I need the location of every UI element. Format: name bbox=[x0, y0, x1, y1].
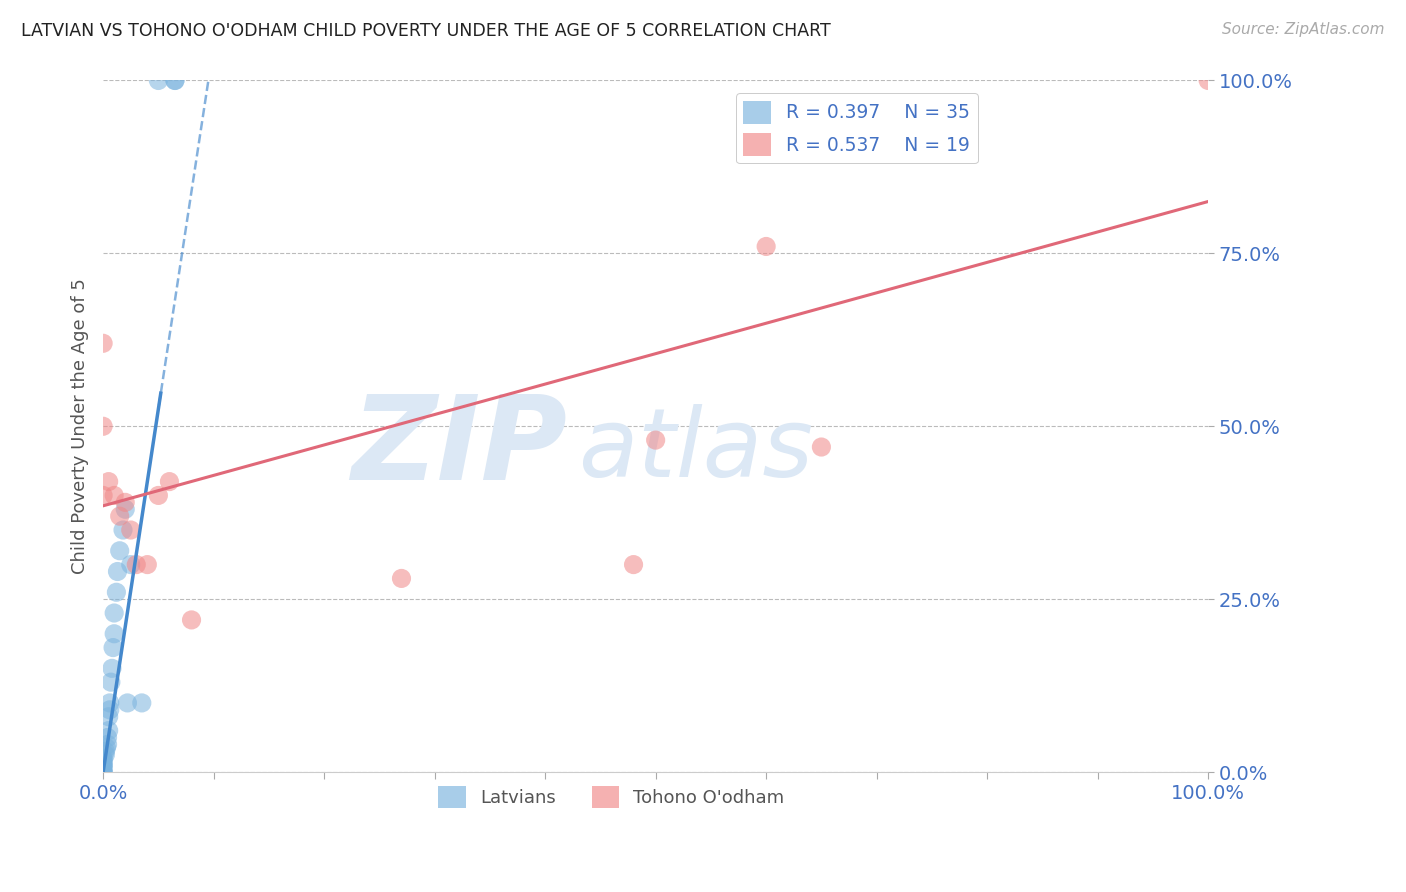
Point bbox=[91, 753, 114, 767]
Point bbox=[111, 523, 134, 537]
Point bbox=[98, 703, 121, 717]
Point bbox=[125, 558, 148, 572]
Point bbox=[120, 523, 142, 537]
Point bbox=[644, 433, 666, 447]
Point bbox=[117, 696, 139, 710]
Point bbox=[97, 723, 120, 738]
Point bbox=[105, 585, 128, 599]
Point bbox=[108, 543, 131, 558]
Point bbox=[98, 696, 121, 710]
Text: LATVIAN VS TOHONO O'ODHAM CHILD POVERTY UNDER THE AGE OF 5 CORRELATION CHART: LATVIAN VS TOHONO O'ODHAM CHILD POVERTY … bbox=[21, 22, 831, 40]
Point bbox=[91, 758, 114, 772]
Point bbox=[91, 756, 114, 771]
Point bbox=[120, 558, 142, 572]
Point bbox=[91, 759, 114, 773]
Point bbox=[103, 626, 125, 640]
Point bbox=[391, 571, 413, 585]
Point bbox=[136, 558, 159, 572]
Point bbox=[108, 509, 131, 524]
Point bbox=[148, 73, 170, 87]
Point bbox=[1197, 73, 1219, 87]
Point bbox=[91, 419, 114, 434]
Point bbox=[91, 336, 114, 351]
Point bbox=[163, 73, 186, 87]
Point bbox=[91, 751, 114, 765]
Point bbox=[96, 731, 118, 745]
Text: Source: ZipAtlas.com: Source: ZipAtlas.com bbox=[1222, 22, 1385, 37]
Y-axis label: Child Poverty Under the Age of 5: Child Poverty Under the Age of 5 bbox=[72, 278, 89, 574]
Point bbox=[163, 73, 186, 87]
Legend: Latvians, Tohono O'odham: Latvians, Tohono O'odham bbox=[432, 779, 792, 815]
Point bbox=[100, 675, 122, 690]
Point bbox=[91, 755, 114, 769]
Point bbox=[103, 606, 125, 620]
Point bbox=[96, 740, 118, 755]
Point bbox=[810, 440, 832, 454]
Point bbox=[107, 565, 129, 579]
Point bbox=[97, 475, 120, 489]
Point bbox=[755, 239, 778, 253]
Point bbox=[91, 765, 114, 780]
Point bbox=[148, 488, 170, 502]
Point bbox=[97, 710, 120, 724]
Point bbox=[91, 762, 114, 776]
Point bbox=[131, 696, 153, 710]
Point bbox=[114, 502, 136, 516]
Point bbox=[96, 738, 118, 752]
Text: atlas: atlas bbox=[578, 404, 813, 497]
Point bbox=[159, 475, 181, 489]
Point bbox=[94, 744, 117, 758]
Point bbox=[101, 640, 124, 655]
Point bbox=[91, 488, 114, 502]
Point bbox=[101, 661, 124, 675]
Point bbox=[114, 495, 136, 509]
Point bbox=[103, 488, 125, 502]
Point bbox=[91, 765, 114, 780]
Point bbox=[180, 613, 202, 627]
Text: ZIP: ZIP bbox=[352, 390, 567, 505]
Point bbox=[91, 765, 114, 780]
Point bbox=[94, 747, 117, 762]
Point bbox=[623, 558, 645, 572]
